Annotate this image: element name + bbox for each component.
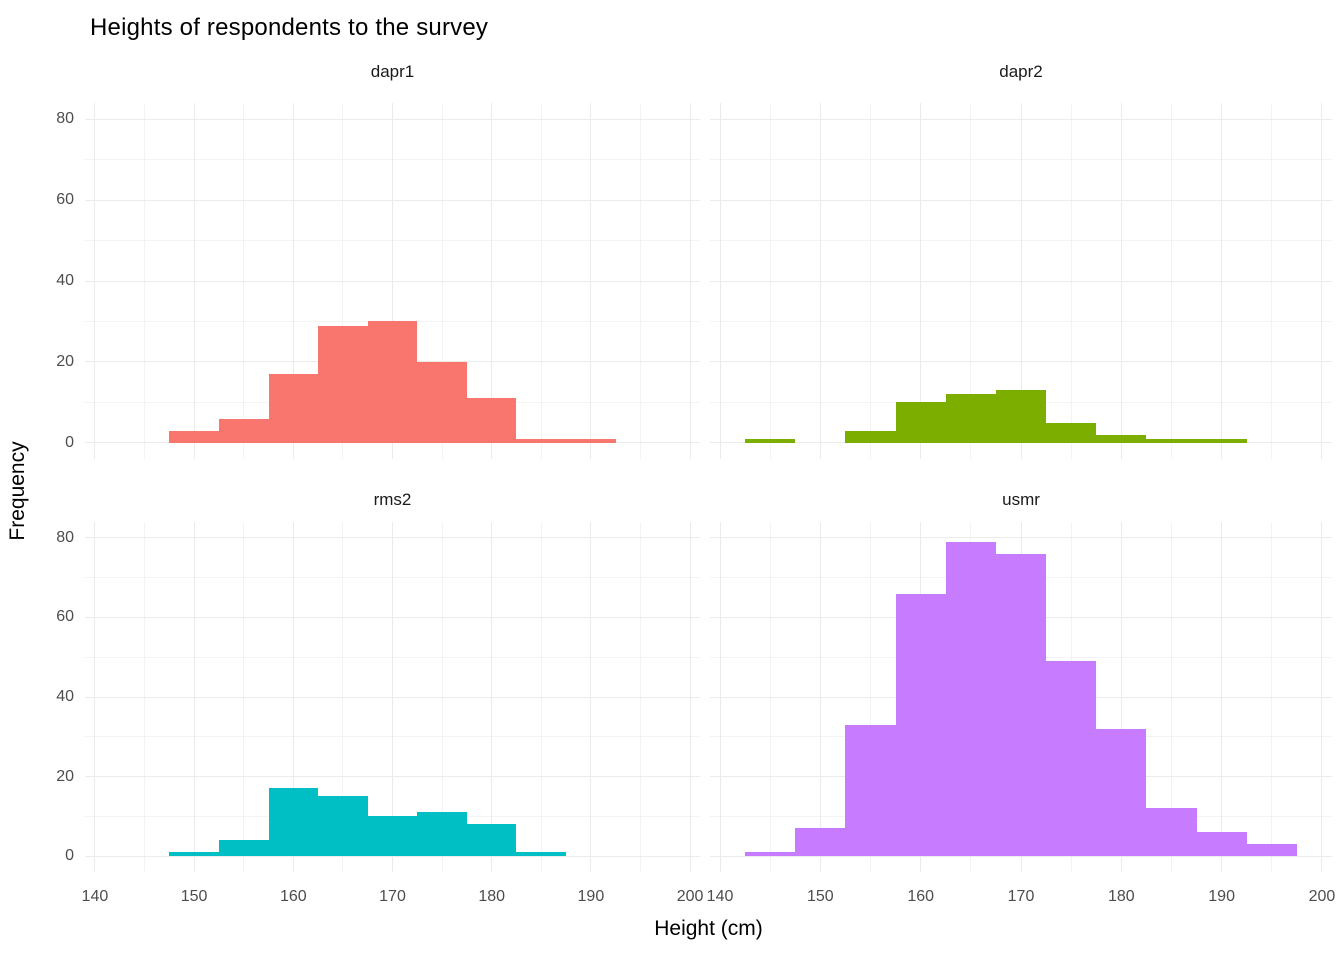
histogram-bar	[218, 418, 269, 443]
gridline-x-major	[491, 522, 493, 872]
histogram-bar	[795, 828, 846, 857]
facet-panel-usmr	[710, 522, 1332, 872]
facet-label-rms2: rms2	[373, 490, 412, 509]
histogram-bar	[268, 788, 319, 857]
gridline-x-major	[292, 522, 294, 872]
gridline-x-major	[689, 522, 691, 872]
histogram-bar	[1146, 438, 1197, 443]
gridline-x-major	[1120, 103, 1122, 459]
gridline-x-major	[719, 522, 721, 872]
histogram-bar	[516, 438, 567, 443]
histogram-bar	[417, 812, 467, 857]
histogram-bar	[367, 321, 418, 443]
gridline-x-major	[94, 522, 96, 872]
x-tick-label: 200	[1308, 888, 1336, 905]
gridline-x-major	[1120, 522, 1122, 872]
histogram-bar	[945, 541, 996, 857]
x-tick-label: 140	[706, 888, 734, 905]
x-tick-label: 160	[907, 888, 935, 905]
histogram-bar	[1196, 438, 1247, 443]
histogram-bar	[945, 394, 996, 443]
y-tick-label: 0	[65, 847, 74, 865]
y-tick-label: 0	[65, 433, 74, 451]
histogram-bar	[895, 402, 946, 443]
y-tick-label: 60	[56, 191, 74, 209]
gridline-x-major	[193, 103, 195, 459]
histogram-bar	[218, 840, 269, 857]
gridline-x-major	[491, 103, 493, 459]
gridline-x-major	[193, 522, 195, 872]
x-tick-label: 150	[806, 888, 834, 905]
gridline-x-major	[1221, 103, 1223, 459]
histogram-bar	[895, 593, 946, 857]
histogram-bar	[169, 430, 219, 443]
histogram-bar	[745, 852, 796, 857]
histogram-bar	[1196, 832, 1247, 857]
facet-panel-dapr1	[85, 103, 700, 459]
gridline-x-major	[819, 103, 821, 459]
histogram-bar	[1246, 844, 1297, 857]
chart-title: Heights of respondents to the survey	[90, 14, 489, 41]
x-tick-label: 170	[1007, 888, 1035, 905]
gridline-x-major	[719, 103, 721, 459]
gridline-x-major	[590, 103, 592, 459]
gridline-x-major	[1321, 103, 1323, 459]
facet-label-dapr1: dapr1	[370, 62, 415, 81]
gridline-x-major	[689, 103, 691, 459]
x-tick-label: 140	[81, 888, 109, 905]
y-tick-label: 80	[56, 110, 74, 128]
histogram-bar	[169, 852, 219, 857]
histogram-bar	[845, 430, 896, 443]
facet-label-usmr: usmr	[1002, 490, 1040, 509]
x-tick-label: 180	[1107, 888, 1135, 905]
gridline-x-major	[1020, 103, 1022, 459]
gridline-x-major	[590, 522, 592, 872]
x-tick-label: 190	[577, 888, 605, 905]
y-tick-label: 40	[56, 688, 74, 705]
histogram-bar	[745, 438, 796, 443]
histogram-bar	[367, 816, 418, 857]
x-tick-label: 160	[279, 888, 307, 905]
histogram-bar	[566, 438, 616, 443]
gridline-x-major	[94, 103, 96, 459]
histogram-bar	[1096, 728, 1147, 857]
histogram-bar	[1096, 434, 1147, 443]
histogram-bar	[466, 398, 517, 443]
gridline-x-major	[392, 103, 393, 459]
facet-panel-rms2	[85, 522, 700, 872]
facet-panel-dapr2	[710, 103, 1332, 459]
gridline-x-major	[920, 103, 922, 459]
x-tick-label: 190	[1208, 888, 1235, 905]
y-tick-label: 20	[56, 767, 74, 785]
gridline-x-major	[1321, 522, 1323, 872]
x-tick-label: 170	[379, 888, 406, 905]
y-tick-label: 80	[56, 528, 74, 546]
y-tick-label: 40	[56, 272, 74, 289]
histogram-bar	[466, 824, 517, 857]
histogram-bar	[318, 796, 368, 857]
y-tick-label: 20	[56, 352, 74, 370]
histogram-bar	[1046, 422, 1097, 443]
gridline-x-major	[292, 103, 294, 459]
histogram-bar	[995, 390, 1047, 443]
gridline-x-major	[819, 522, 821, 872]
histogram-bar	[318, 325, 368, 443]
histogram-bar	[995, 553, 1047, 857]
gridline-x-major	[1221, 522, 1223, 872]
x-tick-label: 180	[478, 888, 506, 905]
histogram-bar	[417, 361, 467, 443]
x-tick-label: 200	[676, 888, 704, 905]
histogram-bar	[1046, 661, 1097, 857]
histogram-bar	[516, 852, 567, 857]
facet-label-dapr2: dapr2	[999, 62, 1043, 81]
histogram-bar	[1146, 808, 1197, 857]
x-tick-label: 150	[180, 888, 208, 905]
histogram-bar	[268, 374, 319, 443]
x-axis-title: Height (cm)	[654, 917, 763, 940]
histogram-bar	[845, 724, 896, 857]
gridline-x-major	[392, 522, 393, 872]
y-tick-label: 60	[56, 608, 74, 626]
